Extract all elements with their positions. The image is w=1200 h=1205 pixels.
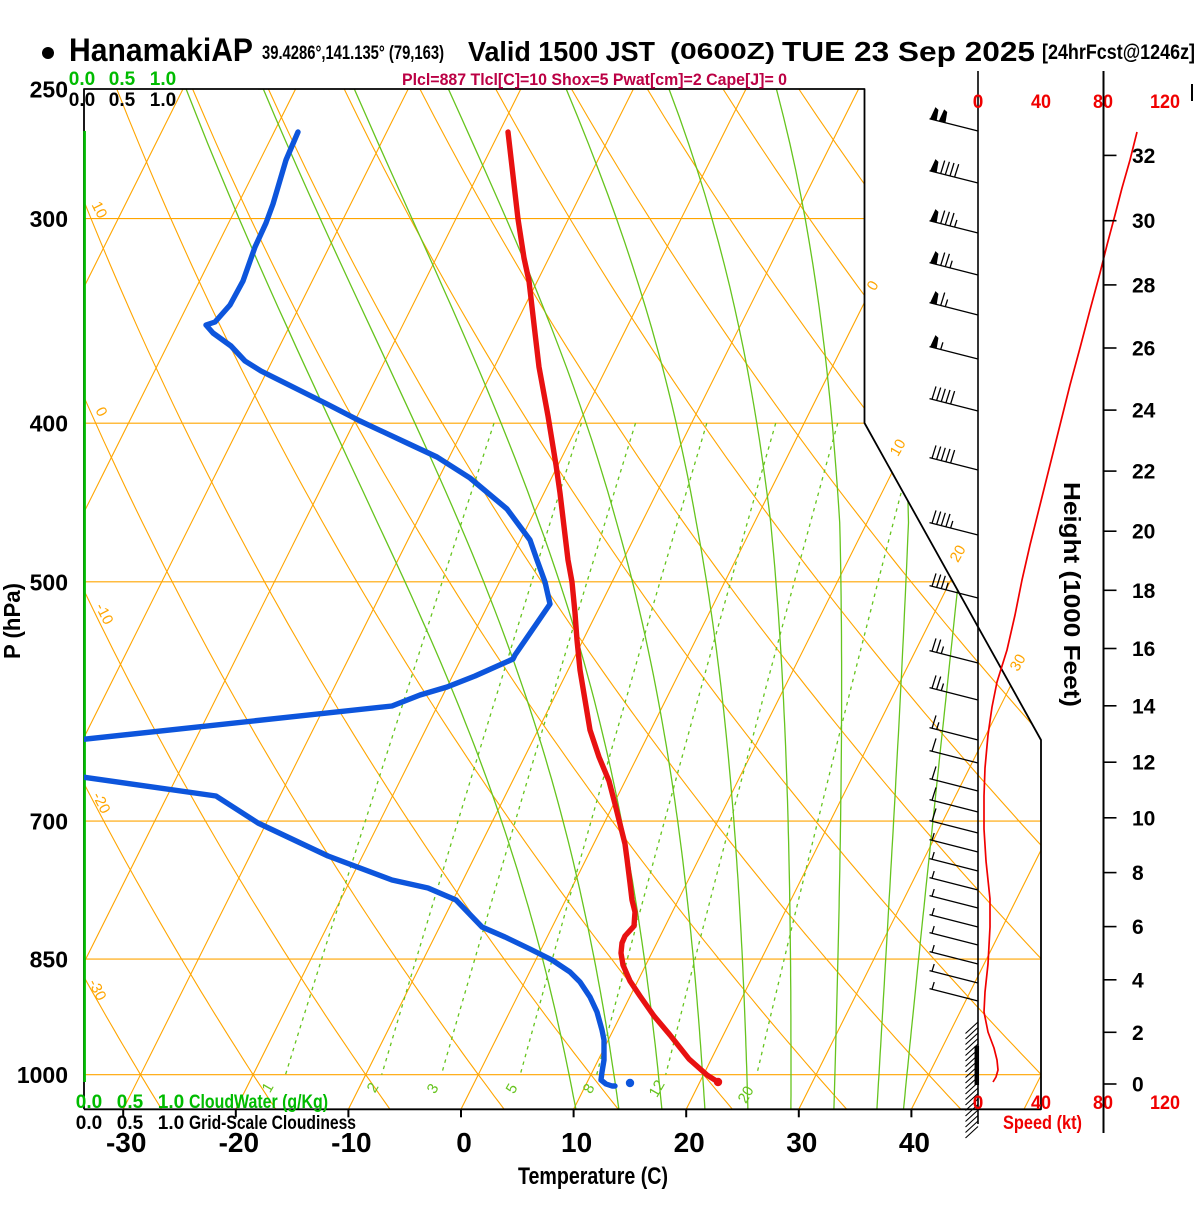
- svg-text:CloudWater (g/Kg): CloudWater (g/Kg): [189, 1092, 328, 1113]
- svg-text:14: 14: [1132, 695, 1156, 718]
- svg-text:400: 400: [30, 411, 68, 437]
- svg-text:24: 24: [1132, 400, 1156, 423]
- svg-text:0.5: 0.5: [109, 69, 136, 90]
- svg-text:-20: -20: [219, 1127, 259, 1158]
- svg-text:8: 8: [1132, 862, 1144, 885]
- svg-text:Valid 1500 JST: Valid 1500 JST: [468, 36, 655, 67]
- svg-text:Speed (kt): Speed (kt): [1003, 1113, 1082, 1134]
- svg-text:700: 700: [30, 809, 68, 835]
- svg-text:TUE 23 Sep 2025: TUE 23 Sep 2025: [782, 36, 1035, 67]
- svg-text:Height (1000 Feet): Height (1000 Feet): [1059, 482, 1085, 707]
- svg-text:0.0: 0.0: [69, 69, 95, 90]
- svg-text:20: 20: [674, 1127, 705, 1158]
- svg-text:0.0: 0.0: [69, 90, 95, 111]
- svg-text:10: 10: [561, 1127, 592, 1158]
- svg-text:39.4286°,141.135° (79,163): 39.4286°,141.135° (79,163): [262, 42, 444, 64]
- svg-text:10: 10: [887, 436, 910, 459]
- svg-text:120: 120: [1150, 92, 1180, 113]
- svg-text:10: 10: [88, 199, 111, 222]
- svg-text:0.0: 0.0: [76, 1092, 102, 1113]
- svg-text:P (hPa): P (hPa): [0, 583, 25, 659]
- svg-text:1.0: 1.0: [158, 1092, 184, 1113]
- svg-text:12: 12: [646, 1077, 669, 1100]
- svg-text:30: 30: [786, 1127, 817, 1158]
- svg-text:0: 0: [456, 1127, 472, 1158]
- svg-text:1.0: 1.0: [150, 69, 176, 90]
- svg-text:16: 16: [1132, 638, 1155, 661]
- svg-text:0: 0: [1132, 1074, 1144, 1097]
- svg-text:500: 500: [30, 569, 68, 595]
- svg-text:28: 28: [1132, 274, 1156, 297]
- svg-text:26: 26: [1132, 338, 1155, 361]
- svg-text:18: 18: [1132, 580, 1156, 603]
- svg-text:0.0: 0.0: [76, 1113, 102, 1134]
- svg-text:4: 4: [1132, 969, 1144, 992]
- svg-text:Plcl=887 Tlcl[C]=10 Shox=5 Pwa: Plcl=887 Tlcl[C]=10 Shox=5 Pwat[cm]=2 Ca…: [402, 70, 787, 89]
- svg-text:250: 250: [30, 77, 68, 103]
- svg-text:12: 12: [1132, 752, 1155, 775]
- svg-text:30: 30: [1007, 651, 1030, 674]
- svg-text:1000: 1000: [17, 1062, 68, 1088]
- svg-text:32: 32: [1132, 145, 1155, 168]
- svg-text:0.5: 0.5: [117, 1113, 144, 1134]
- svg-text:-10: -10: [331, 1127, 371, 1158]
- svg-text:22: 22: [1132, 461, 1155, 484]
- svg-text:300: 300: [30, 206, 68, 232]
- svg-text:1.0: 1.0: [158, 1113, 184, 1134]
- svg-text:40: 40: [899, 1127, 930, 1158]
- svg-text:30: 30: [1132, 210, 1155, 233]
- svg-text:10: 10: [1132, 807, 1155, 830]
- svg-text:0: 0: [973, 92, 984, 113]
- svg-text:850: 850: [30, 947, 68, 973]
- svg-text:1.0: 1.0: [150, 90, 176, 111]
- svg-text:40: 40: [1031, 1093, 1051, 1114]
- svg-text:40: 40: [1031, 92, 1051, 113]
- svg-text:Temperature (C): Temperature (C): [518, 1163, 668, 1190]
- svg-text:(0600Z): (0600Z): [670, 38, 775, 64]
- svg-text:Grid-Scale Cloudiness: Grid-Scale Cloudiness: [189, 1113, 356, 1134]
- svg-text:20: 20: [735, 1083, 758, 1106]
- svg-text:20: 20: [947, 542, 970, 565]
- svg-text:-30: -30: [106, 1127, 146, 1158]
- svg-text:0.5: 0.5: [117, 1092, 144, 1113]
- svg-text:0.5: 0.5: [109, 90, 136, 111]
- svg-text:20: 20: [1132, 521, 1155, 544]
- svg-text:HanamakiAP: HanamakiAP: [69, 32, 253, 68]
- svg-text:[24hrFcst@1246z]: [24hrFcst@1246z]: [1042, 41, 1195, 64]
- svg-text:0: 0: [973, 1093, 984, 1114]
- svg-text:120: 120: [1150, 1093, 1180, 1114]
- svg-text:6: 6: [1132, 916, 1144, 939]
- svg-text:2: 2: [1132, 1022, 1144, 1045]
